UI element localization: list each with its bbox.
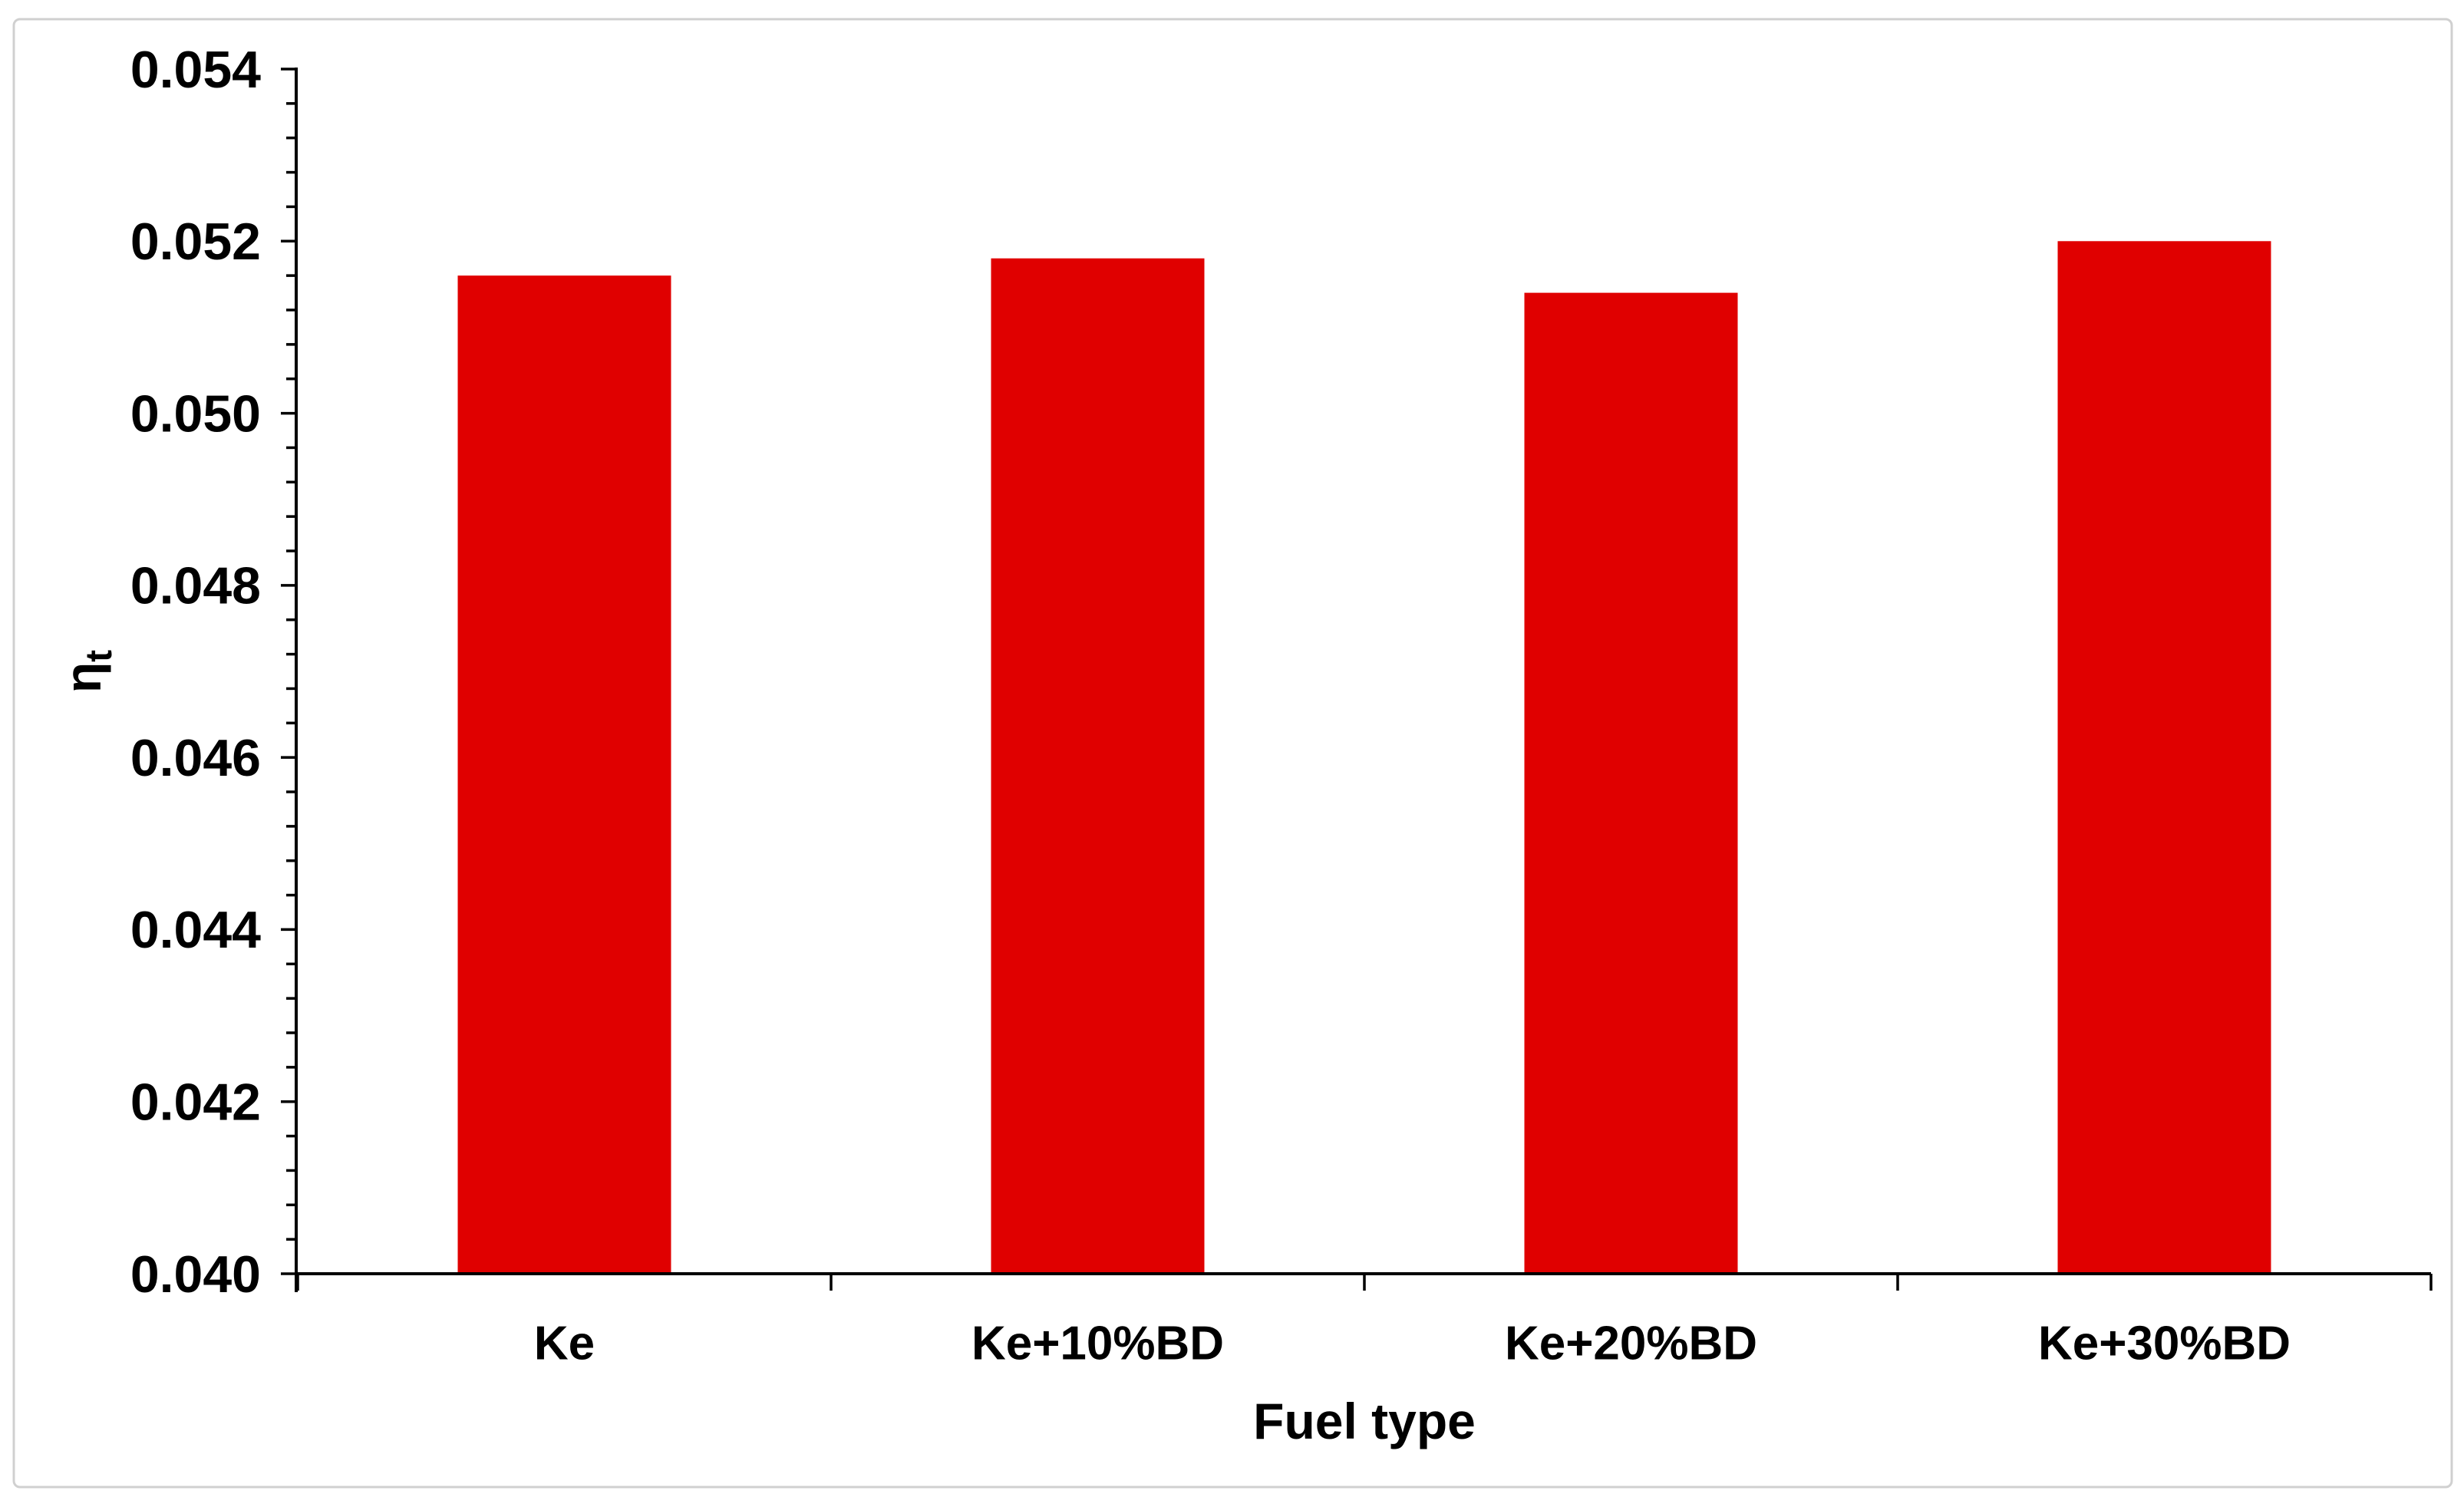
x-axis-boundary-ticks	[296, 1274, 2433, 1291]
bar-series	[457, 241, 2271, 1275]
category-label: Ke	[534, 1317, 595, 1370]
y-tick-label: 0.052	[130, 213, 261, 271]
y-tick-label: 0.040	[130, 1245, 261, 1304]
y-axis-title-subscript: t	[79, 650, 120, 662]
y-tick-label: 0.046	[130, 729, 261, 787]
bar-ke-20-bd	[1524, 292, 1738, 1275]
y-tick-label: 0.054	[130, 41, 261, 99]
y-tick-label: 0.044	[130, 901, 261, 959]
bar-ke-10-bd	[991, 258, 1205, 1274]
bar-ke-30-bd	[2057, 241, 2271, 1275]
y-tick-label: 0.048	[130, 557, 261, 615]
y-axis-title: ηt	[54, 650, 120, 693]
y-axis-title-symbol: η	[54, 662, 111, 693]
category-label: Ke+10%BD	[971, 1317, 1224, 1370]
axis-lines	[295, 68, 2431, 1292]
category-label: Ke+20%BD	[1505, 1317, 1757, 1370]
y-tick-label: 0.042	[130, 1073, 261, 1132]
bar-ke	[457, 275, 671, 1275]
y-tick-label: 0.050	[130, 384, 261, 443]
x-axis-category-labels: Ke Ke+10%BD Ke+20%BD Ke+30%BD	[534, 1317, 2291, 1370]
x-axis-title: Fuel type	[1253, 1393, 1476, 1449]
category-label: Ke+30%BD	[2038, 1317, 2291, 1370]
y-axis-tick-labels: 0.040 0.042 0.044 0.046 0.048 0.050 0.052 0.054	[130, 41, 261, 1304]
